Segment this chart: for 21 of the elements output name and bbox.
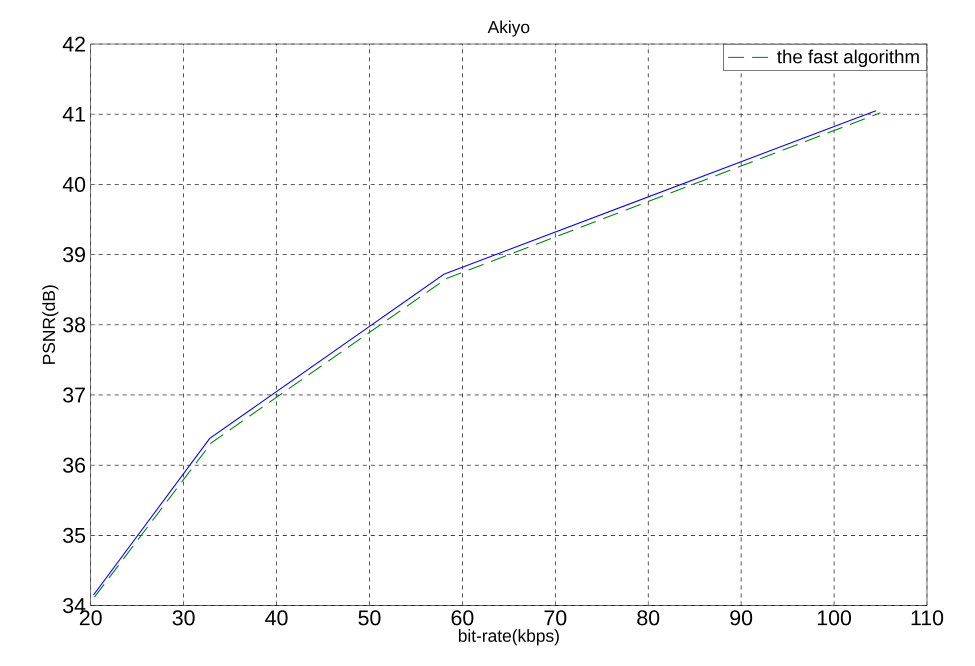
x-tick-label: 100 bbox=[818, 610, 852, 626]
x-tick-label: 50 bbox=[358, 610, 380, 626]
x-tick-label: 40 bbox=[265, 610, 288, 626]
y-tick-label: 37 bbox=[63, 388, 85, 403]
x-tick-label: 110 bbox=[912, 610, 944, 626]
x-tick-label: 30 bbox=[172, 610, 195, 626]
y-tick-label: 36 bbox=[63, 458, 86, 473]
y-tick-label: 42 bbox=[62, 36, 85, 52]
y-tick-label: 40 bbox=[62, 177, 86, 192]
x-tick-label: 80 bbox=[637, 610, 660, 626]
x-tick-label: 60 bbox=[452, 610, 474, 626]
x-tick-label: 70 bbox=[544, 610, 566, 626]
chart-title: Akiyo bbox=[488, 20, 530, 37]
y-axis-title: PSNR(dB) bbox=[42, 286, 58, 364]
y-tick-label: 38 bbox=[63, 317, 86, 333]
x-axis-title: bit-rate(kbps) bbox=[458, 629, 559, 646]
y-tick-label: 41 bbox=[62, 107, 85, 122]
legend-label: the fast algorithm bbox=[777, 50, 919, 68]
y-tick-label: 35 bbox=[63, 528, 86, 544]
x-tick-label: 90 bbox=[730, 610, 752, 626]
y-tick-label: 39 bbox=[63, 247, 85, 262]
